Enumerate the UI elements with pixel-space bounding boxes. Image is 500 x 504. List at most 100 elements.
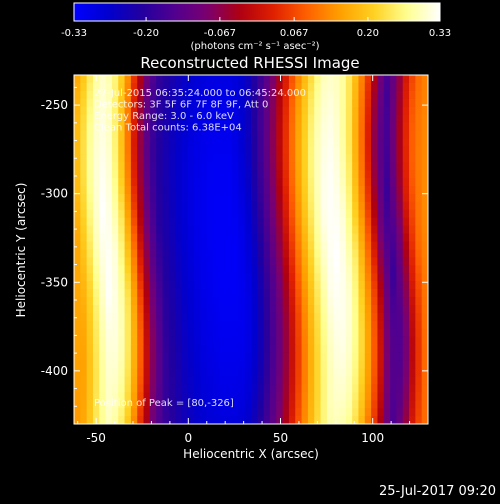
heatmap-cell xyxy=(149,249,157,259)
heatmap-cell xyxy=(307,170,315,179)
heatmap-cell xyxy=(225,249,233,259)
heatmap-cell xyxy=(358,217,366,227)
heatmap-cell xyxy=(295,289,303,298)
heatmap-cell xyxy=(86,178,94,187)
heatmap-cell xyxy=(383,170,391,179)
heatmap-cell xyxy=(187,82,195,92)
heatmap-cell xyxy=(238,106,246,116)
heatmap-cell xyxy=(175,249,183,259)
heatmap-cell xyxy=(333,201,341,211)
heatmap-cell xyxy=(219,320,227,330)
heatmap-cell xyxy=(301,82,309,92)
heatmap-cell xyxy=(118,209,126,219)
heatmap-cell xyxy=(282,241,290,251)
heatmap-cell xyxy=(130,217,138,227)
heatmap-cell xyxy=(244,170,252,179)
heatmap-cell xyxy=(402,328,410,338)
heatmap-cell xyxy=(74,249,81,259)
heatmap-cell xyxy=(137,241,145,251)
heatmap-cell xyxy=(364,217,372,227)
heatmap-cell xyxy=(206,400,214,409)
heatmap-cell xyxy=(206,273,214,282)
heatmap-cell xyxy=(137,416,145,424)
heatmap-cell xyxy=(320,217,328,227)
heatmap-cell xyxy=(149,98,157,108)
heatmap-cell xyxy=(390,75,397,84)
heatmap-cell xyxy=(358,138,366,147)
heatmap-cell xyxy=(352,344,360,354)
heatmap-cell xyxy=(187,368,195,378)
heatmap-cell xyxy=(377,297,385,306)
heatmap-cell xyxy=(187,90,195,100)
heatmap-cell xyxy=(238,344,246,354)
heatmap-cell xyxy=(200,122,208,132)
heatmap-cell xyxy=(333,328,341,338)
heatmap-cell xyxy=(137,376,145,385)
heatmap-cell xyxy=(86,352,94,362)
heatmap-cell xyxy=(74,225,81,235)
heatmap-cell xyxy=(257,146,265,155)
heatmap-cell xyxy=(276,320,284,330)
heatmap-cell xyxy=(415,392,423,401)
heatmap-cell xyxy=(86,384,94,393)
heatmap-cell xyxy=(301,90,309,100)
heatmap-cell xyxy=(200,209,208,219)
heatmap-cell xyxy=(200,154,208,163)
heatmap-cell xyxy=(263,416,271,424)
heatmap-cell xyxy=(206,352,214,362)
heatmap-cell xyxy=(80,154,88,163)
heatmap-cell xyxy=(219,170,227,179)
heatmap-cell xyxy=(390,336,397,346)
heatmap-cell xyxy=(345,281,353,290)
heatmap-cell xyxy=(194,225,202,235)
heatmap-cell xyxy=(143,90,151,100)
heatmap-cell xyxy=(364,416,372,424)
heatmap-cell xyxy=(364,154,372,163)
heatmap-cell xyxy=(326,201,334,211)
heatmap-cell xyxy=(282,352,290,362)
heatmap-cell xyxy=(314,312,322,322)
heatmap-cell xyxy=(320,281,328,290)
heatmap-cell xyxy=(301,289,309,298)
heatmap-cell xyxy=(326,122,334,132)
heatmap-cell xyxy=(288,217,296,227)
heatmap-cell xyxy=(92,130,100,140)
heatmap-cell xyxy=(187,154,195,163)
heatmap-cell xyxy=(130,106,138,116)
heatmap-cell xyxy=(358,305,366,314)
heatmap-cell xyxy=(282,201,290,211)
heatmap-cell xyxy=(314,186,322,195)
heatmap-cell xyxy=(377,265,385,274)
heatmap-cell xyxy=(194,170,202,179)
heatmap-cell xyxy=(238,193,246,203)
heatmap-cell xyxy=(333,138,341,147)
heatmap-cell xyxy=(181,122,189,132)
heatmap-cell xyxy=(415,106,423,116)
y-axis-label: Heliocentric Y (arcsec) xyxy=(14,183,28,318)
heatmap-cell xyxy=(181,384,189,393)
heatmap-cell xyxy=(339,138,347,147)
heatmap-cell xyxy=(111,257,119,266)
heatmap-cell xyxy=(232,122,239,132)
heatmap-cell xyxy=(86,360,94,370)
heatmap-cell xyxy=(99,178,107,187)
heatmap-cell xyxy=(295,233,303,243)
heatmap-cell xyxy=(326,281,334,290)
heatmap-cell xyxy=(282,225,290,235)
heatmap-cell xyxy=(409,178,416,187)
heatmap-cell xyxy=(206,138,214,147)
heatmap-cell xyxy=(345,376,353,385)
heatmap-cell xyxy=(111,130,119,140)
heatmap-cell xyxy=(149,320,157,330)
heatmap-cell xyxy=(396,162,404,171)
heatmap-cell xyxy=(74,289,81,298)
heatmap-cell xyxy=(175,328,183,338)
heatmap-cell xyxy=(390,209,397,219)
x-axis-label: Heliocentric X (arcsec) xyxy=(183,447,319,461)
heatmap-cell xyxy=(415,138,423,147)
heatmap-cell xyxy=(244,106,252,116)
heatmap-cell xyxy=(181,178,189,187)
heatmap-cell xyxy=(415,241,423,251)
heatmap-cell xyxy=(162,344,170,354)
heatmap-cell xyxy=(187,273,195,282)
